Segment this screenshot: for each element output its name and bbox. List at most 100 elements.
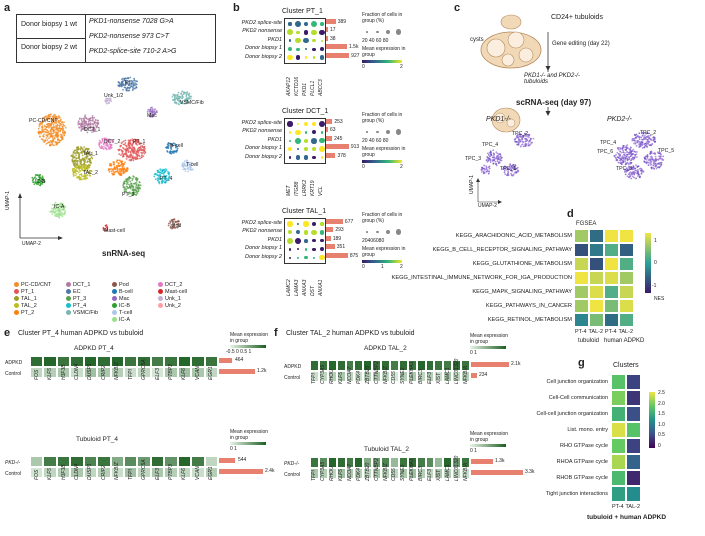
legend-item: PC-CD/CNT — [14, 282, 66, 288]
f-top-row-1: ADPKD — [284, 364, 302, 370]
dotplot-row-label: PKD2 nonsense — [242, 228, 282, 235]
d-group-adpkd: human ADPKD — [604, 338, 645, 344]
e-bottom-title: Tubuloid PT_4 — [76, 436, 119, 443]
dotplot-dot — [287, 146, 293, 152]
e-scale-ticks-b: 0 1 — [230, 446, 237, 452]
heatmap-cell — [443, 468, 453, 479]
snrna-umap — [18, 76, 195, 240]
dotplot-dot — [312, 239, 316, 243]
gene-label: ELF3 — [154, 368, 161, 380]
heatmap-cell — [150, 456, 165, 467]
colorbar-tick: 1.5 — [658, 411, 665, 417]
gene-label: KLF5 — [47, 468, 54, 480]
dotplot-dot — [320, 156, 324, 160]
umap1-label-a: UMAP-1 — [5, 191, 11, 210]
heatmap-cell — [97, 367, 111, 378]
pathway-label: RHO GTPase cycle — [560, 443, 608, 449]
e-top-bar-2 — [219, 369, 255, 374]
heatmap-cell — [626, 406, 641, 422]
dotplot-dot — [303, 38, 309, 44]
gene-label: XIST — [435, 372, 442, 384]
g-col-label: PT-4 — [611, 504, 624, 510]
umap-clusters — [31, 76, 195, 232]
frac-ticks: 20406080 — [362, 238, 385, 244]
heatmap-cell — [363, 457, 373, 468]
gene-label: PDK4 — [355, 467, 362, 481]
frac-legend-dot — [396, 229, 402, 235]
panel-label-g: g — [578, 357, 585, 369]
legend-item — [158, 310, 208, 316]
fgsea-pathway-label: KEGG_PATHWAYS_IN_CANCER — [485, 303, 572, 309]
gene-label: PLEKHA1 — [409, 458, 416, 481]
f-scale-bar-b — [470, 444, 506, 447]
dotplot-count: 63 — [330, 127, 336, 134]
expr-bar — [362, 260, 402, 263]
heatmap-cell — [43, 367, 57, 378]
heatmap-cell — [381, 468, 390, 479]
umap-blob — [102, 224, 109, 232]
dotplot-dot — [320, 22, 324, 26]
heatmap-cell — [611, 470, 626, 486]
dotplot-gene: KRT19 — [310, 180, 316, 196]
gene-label: CTTNBP2 — [373, 361, 380, 384]
dotplot-dot — [319, 138, 325, 144]
gene-label: ZBTB20 — [364, 365, 371, 384]
cl-pt1: PT_1 — [133, 139, 146, 145]
umap-blob — [181, 159, 195, 173]
gene-label: KLF5 — [47, 368, 54, 380]
umap-blob — [117, 138, 147, 162]
dotplot-dot — [296, 230, 300, 235]
dotplot-count: 351 — [336, 244, 346, 251]
pathway-label: Tight junction interactions — [545, 491, 608, 497]
dotplot-count: 189 — [332, 235, 342, 242]
heatmap-cell — [604, 299, 619, 313]
dotplot-dot — [320, 39, 324, 42]
dotplot-dot — [319, 55, 325, 60]
frac-legend-dot — [386, 30, 390, 34]
dotplot-count: 293 — [335, 227, 344, 234]
heatmap-cell — [150, 356, 165, 367]
pathway-label: List. mono. entry — [567, 427, 608, 433]
variant-3: PKD2-splice-site 710-2 A>G — [89, 48, 177, 55]
heatmap-cell — [56, 367, 71, 378]
dotplot-dot — [288, 139, 292, 142]
gene-label: LAMC1 — [444, 367, 451, 384]
f-bottom-title: Tubuloid TAL_2 — [364, 446, 410, 453]
expr-tick: 0 — [362, 164, 365, 170]
dotplot-dot — [304, 48, 308, 51]
gene-label: BIRC3 — [418, 466, 425, 481]
dotplot-count: 677 — [344, 219, 354, 225]
d-nes-label: NES — [654, 296, 665, 302]
e-bottom-heatmap — [30, 456, 218, 478]
umap-blob — [77, 114, 100, 134]
dotplot-gene: PKD1 — [302, 82, 308, 96]
heatmap-cell — [390, 468, 399, 479]
dotplot-panel: Cluster PT_1 PKD2 splice-site 389 PKD2 nons… — [240, 8, 460, 318]
dotplot-count-bar — [326, 35, 328, 41]
heatmap-cell — [443, 457, 453, 468]
heatmap-cell — [619, 243, 634, 257]
heatmap-cell — [354, 371, 364, 382]
gene-label: RHOU — [329, 466, 336, 481]
dotplot-dot — [312, 47, 316, 51]
expr-title: Mean expression in group — [362, 146, 406, 158]
dotplot-count-bar — [326, 252, 348, 258]
heatmap-cell — [604, 229, 619, 243]
cl-unk12: Unk_1/2 — [104, 93, 124, 99]
g-colorbar — [649, 392, 655, 448]
e-bot-bar-2 — [219, 469, 263, 474]
dotplot-dot — [319, 29, 325, 36]
heatmap-cell — [407, 371, 417, 382]
heatmap-cell — [434, 457, 444, 468]
e-scale-ticks: -0.5 0 0.5 1 — [226, 349, 252, 355]
heatmap-cell — [191, 467, 205, 478]
dotplot-dot — [303, 21, 309, 27]
f-top-heatmap — [310, 360, 470, 382]
legend-item: IC-B — [112, 303, 158, 309]
heatmap-cell — [589, 299, 604, 313]
fgsea-pathway-label: KEGG_B_CELL_RECEPTOR_SIGNALING_PATHWAY — [432, 247, 572, 253]
c-tpc1l: TPC_1 — [500, 166, 517, 172]
fgsea-pathway-label: KEGG_RETINOL_METABOLISM — [487, 317, 572, 323]
dotplot-dot — [320, 47, 324, 52]
umap-blob — [165, 142, 179, 155]
